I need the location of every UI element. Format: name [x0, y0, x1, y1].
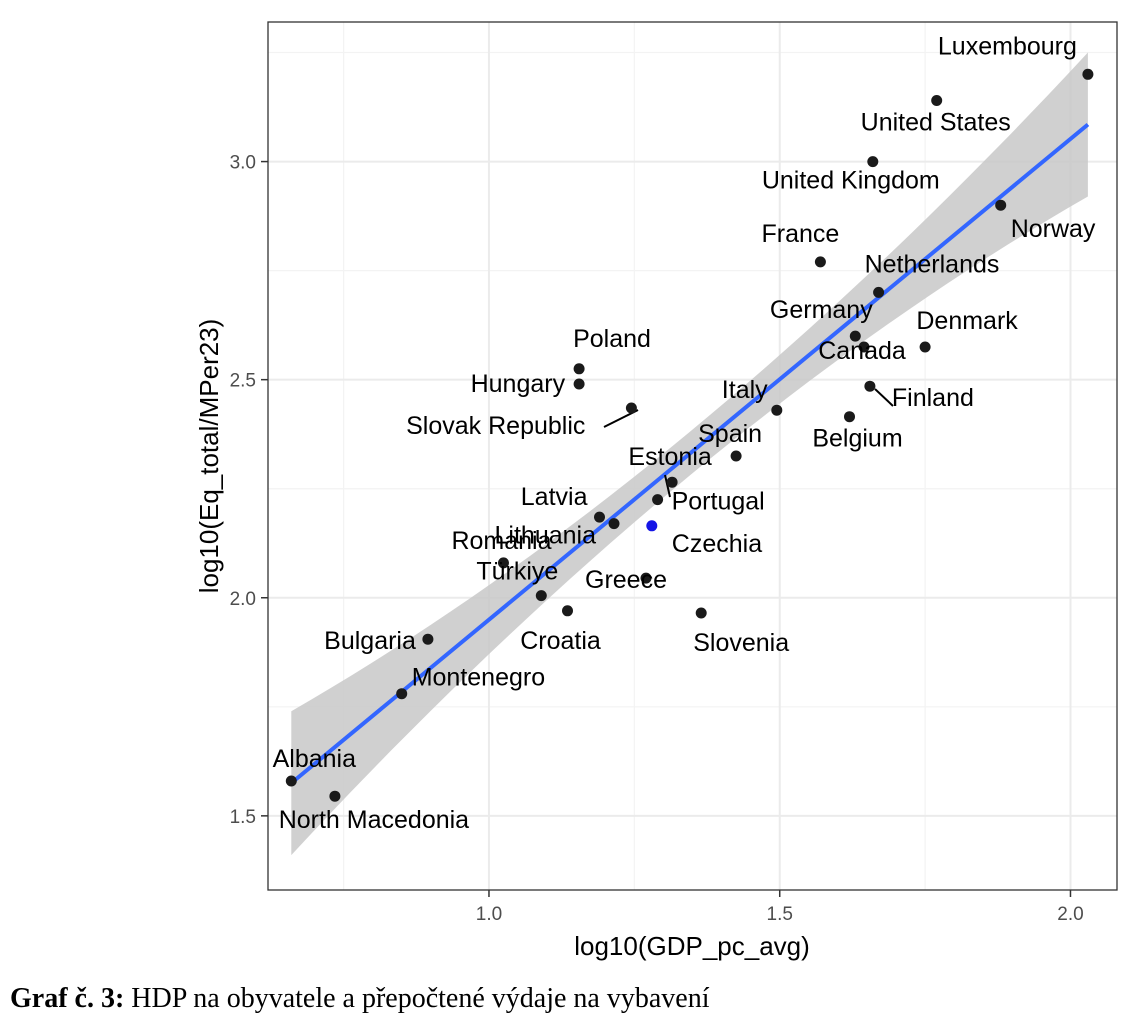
point-france — [814, 256, 826, 268]
scatter-chart: Luxembourg United States United Kingdom Nor… — [194, 21, 1118, 961]
point-label-italy: Italy — [722, 376, 768, 404]
point-labels: Luxembourg United States United Kingdom Nor… — [273, 32, 1096, 834]
y-tick-label: 3.0 — [230, 153, 256, 174]
point-denmark — [919, 341, 931, 353]
x-tick-label: 1.5 — [767, 904, 793, 925]
point-label-czechia: Czechia — [672, 530, 762, 558]
x-tick-label: 2.0 — [1057, 904, 1083, 925]
point-bulgaria — [422, 633, 434, 645]
data-points — [285, 68, 1094, 802]
point-label-norway: Norway — [1011, 215, 1096, 243]
point-label-lithuania: Lithuania — [495, 522, 597, 550]
point-label-estonia: Estonia — [628, 443, 711, 471]
point-label-north-macedonia: North Macedonia — [279, 806, 469, 834]
point-spain — [730, 450, 742, 462]
point-canada — [858, 341, 870, 353]
point-label-united-states: United States — [861, 109, 1011, 137]
grid — [268, 22, 1117, 890]
point-romania — [498, 557, 509, 569]
point-montenegro — [396, 688, 408, 700]
point-label-denmark: Denmark — [916, 307, 1018, 335]
point-label-croatia: Croatia — [520, 627, 601, 655]
point-label-canada: Canada — [818, 337, 906, 365]
point-label-bulgaria: Bulgaria — [324, 627, 416, 655]
point-label-greece: Greece — [585, 566, 667, 594]
leader-line — [874, 388, 894, 407]
point-finland — [864, 380, 876, 392]
point-italy — [771, 404, 783, 416]
point-label-portugal: Portugal — [672, 488, 765, 516]
point-albania — [285, 775, 297, 787]
point-czechia — [646, 520, 658, 532]
x-tick-label: 1.0 — [476, 904, 502, 925]
point-label-latvia: Latvia — [521, 483, 588, 511]
x-axis-title: log10(GDP_pc_avg) — [574, 931, 810, 961]
point-greece — [640, 572, 652, 584]
regression-line-segment — [289, 122, 1090, 785]
point-latvia — [594, 511, 605, 523]
point-lithuania — [608, 518, 620, 530]
y-tick-label: 2.0 — [230, 589, 256, 610]
point-norway — [995, 199, 1007, 211]
point-croatia — [562, 605, 573, 617]
point-north-macedonia — [329, 790, 341, 802]
figure-caption: Graf č. 3: HDP na obyvatele a přepočtené… — [10, 983, 709, 1015]
point-slovak-republic — [625, 402, 637, 414]
point-united-kingdom — [867, 156, 879, 168]
point-label-slovak-republic: Slovak Republic — [406, 412, 585, 440]
y-axis-title: log10(Eq_total/MPer23) — [194, 319, 224, 594]
point-label-slovenia: Slovenia — [693, 629, 789, 657]
point-netherlands — [873, 286, 885, 298]
point-germany — [849, 330, 861, 342]
point-label-netherlands: Netherlands — [865, 250, 1000, 278]
point-label-france: France — [761, 220, 839, 248]
point-luxembourg — [1082, 68, 1094, 80]
point-label-finland: Finland — [892, 384, 974, 412]
point-label-t-rkiye: Türkiye — [476, 558, 558, 586]
panel-border — [267, 21, 1118, 891]
point-label-united-kingdom: United Kingdom — [762, 167, 940, 195]
y-tick-label: 1.5 — [230, 807, 256, 828]
y-tick-label: 2.5 — [230, 371, 256, 392]
leader-line — [664, 474, 671, 498]
caption-text: HDP na obyvatele a přepočtené výdaje na … — [124, 983, 710, 1014]
point-slovenia — [695, 607, 707, 619]
point-hungary — [573, 378, 585, 390]
point-label-albania: Albania — [273, 745, 356, 773]
regression-line — [289, 122, 1090, 785]
point-estonia — [666, 476, 678, 488]
x-axis-ticks: 1.0 1.5 2.0 — [476, 890, 1084, 925]
point-poland — [573, 363, 585, 375]
point-united-states — [931, 95, 943, 106]
point-belgium — [844, 411, 855, 423]
point-label-germany: Germany — [770, 296, 873, 324]
point-label-poland: Poland — [573, 325, 651, 353]
point-label-luxembourg: Luxembourg — [938, 32, 1077, 60]
point-t-rkiye — [535, 590, 547, 602]
caption-label: Graf č. 3: — [10, 983, 125, 1014]
y-axis-ticks: 1.5 2.0 2.5 3.0 — [230, 153, 268, 828]
point-label-montenegro: Montenegro — [412, 664, 545, 692]
point-label-spain: Spain — [698, 420, 762, 448]
point-label-hungary: Hungary — [471, 370, 566, 398]
point-label-belgium: Belgium — [812, 425, 902, 453]
point-portugal — [652, 494, 664, 506]
point-label-romania: Romania — [451, 527, 551, 555]
